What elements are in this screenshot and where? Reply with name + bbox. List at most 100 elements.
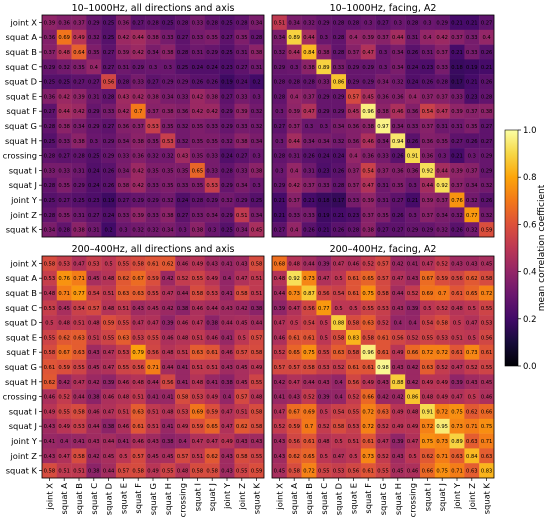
heatmap-cell — [219, 448, 235, 464]
cell-value-label: 0.28 — [44, 183, 56, 189]
heatmap-cell — [464, 15, 480, 30]
heatmap-cell — [145, 463, 161, 479]
heatmap-cell — [479, 300, 495, 316]
heatmap-cell — [204, 207, 220, 223]
heatmap-cell — [434, 74, 450, 90]
heatmap-cell — [204, 103, 220, 119]
cell-value-label: 0.7 — [438, 291, 446, 297]
cell-value-label: 0.4 — [394, 321, 403, 327]
heatmap-cell — [219, 29, 235, 45]
heatmap-cell — [204, 374, 220, 390]
heatmap-cell — [42, 389, 57, 405]
cell-value-label: 0.53 — [147, 124, 159, 130]
heatmap-cell — [190, 315, 205, 331]
heatmap-cell — [219, 315, 235, 331]
cell-value-label: 0.21 — [318, 228, 330, 234]
heatmap-cell — [234, 118, 250, 134]
heatmap-cell — [249, 330, 265, 345]
heatmap-cell — [175, 163, 191, 178]
panel-frame — [271, 14, 495, 238]
heatmap-cell — [190, 133, 205, 149]
cell-value-label: 0.43 — [88, 439, 100, 445]
heatmap-cell — [249, 207, 265, 223]
heatmap-cell — [360, 118, 376, 134]
heatmap-cell — [204, 44, 220, 60]
cell-value-label: 0.4 — [482, 35, 491, 41]
cell-value-label: 0.33 — [192, 35, 204, 41]
y-tick-label: joint Y — [10, 436, 38, 446]
heatmap-cell — [479, 315, 495, 331]
heatmap-cell — [101, 118, 117, 134]
cell-value-label: 0.38 — [481, 109, 493, 115]
cell-value-label: 0.49 — [206, 276, 218, 282]
cell-value-label: 0.83 — [481, 469, 493, 475]
heatmap-cell — [249, 74, 265, 90]
cell-value-label: 0.51 — [236, 409, 248, 415]
cell-value-label: 0.29 — [221, 124, 233, 130]
heatmap-cell — [42, 44, 57, 60]
cell-value-label: 0.55 — [147, 291, 159, 297]
heatmap-cell — [190, 177, 205, 193]
cell-value-label: 0.3 — [320, 124, 328, 130]
cell-value-label: 0.55 — [162, 469, 174, 475]
cell-value-label: 0.48 — [251, 395, 263, 401]
cell-value-label: 0.28 — [274, 94, 286, 100]
heatmap-cell — [420, 374, 435, 390]
cell-value-label: 0.26 — [103, 183, 115, 189]
colorbar-label: mean correlation coefficient — [537, 184, 547, 311]
heatmap-cell — [116, 315, 131, 331]
cell-value-label: 0.24 — [103, 213, 115, 219]
heatmap-cell — [249, 133, 265, 149]
cell-value-label: 0.48 — [88, 321, 100, 327]
cell-value-label: 0.61 — [288, 335, 300, 341]
heatmap-cell — [346, 330, 361, 345]
heatmap-cell — [101, 207, 117, 223]
heatmap-cell — [175, 103, 191, 119]
heatmap-cell — [190, 15, 205, 30]
heatmap-cell — [249, 418, 265, 434]
heatmap-cell — [130, 270, 146, 286]
heatmap-cell — [286, 270, 302, 286]
cell-value-label: 0.54 — [73, 306, 85, 312]
cell-value-label: 0.34 — [377, 139, 389, 145]
heatmap-cell — [204, 463, 220, 479]
heatmap-cell — [434, 15, 450, 30]
heatmap-cell — [346, 103, 361, 119]
cell-value-label: 0.55 — [44, 335, 56, 341]
heatmap-cell — [479, 359, 495, 375]
cell-value-label: 0.28 — [44, 154, 56, 160]
heatmap-cell — [234, 330, 250, 345]
heatmap-cell — [190, 463, 205, 479]
heatmap-cell — [360, 74, 376, 90]
heatmap-cell — [101, 44, 117, 60]
cell-value-label: 0.52 — [58, 395, 70, 401]
heatmap-cell — [219, 103, 235, 119]
cell-value-label: 0.43 — [466, 261, 478, 267]
cell-value-label: 0.33 — [377, 154, 389, 160]
heatmap-cell — [405, 163, 421, 178]
heatmap-cell — [420, 300, 435, 316]
cell-value-label: 0.52 — [377, 321, 389, 327]
cell-value-label: 0.44 — [103, 439, 115, 445]
cell-value-label: 0.24 — [407, 65, 419, 71]
cell-value-label: 0.69 — [58, 35, 70, 41]
cell-value-label: 0.29 — [481, 154, 493, 160]
heatmap-cell — [101, 433, 117, 449]
cell-value-label: 0.66 — [362, 395, 374, 401]
cell-value-label: 0.47 — [318, 276, 330, 282]
heatmap-cell — [420, 389, 435, 405]
x-tick-label: squat H — [393, 483, 403, 515]
heatmap-cell — [390, 463, 406, 479]
cell-value-label: 0.33 — [177, 94, 189, 100]
cell-value-label: 0.58 — [132, 261, 144, 267]
cell-value-label: 0.59 — [436, 276, 448, 282]
cell-value-label: 0.46 — [162, 335, 174, 341]
heatmap-cell — [420, 270, 435, 286]
heatmap-cell — [375, 463, 391, 479]
heatmap-cell — [71, 163, 87, 178]
heatmap-cell — [160, 300, 176, 316]
heatmap-cell — [375, 448, 391, 464]
cell-value-label: 0.45 — [88, 276, 100, 282]
heatmap-cell — [175, 463, 191, 479]
heatmap-cell — [360, 222, 376, 238]
